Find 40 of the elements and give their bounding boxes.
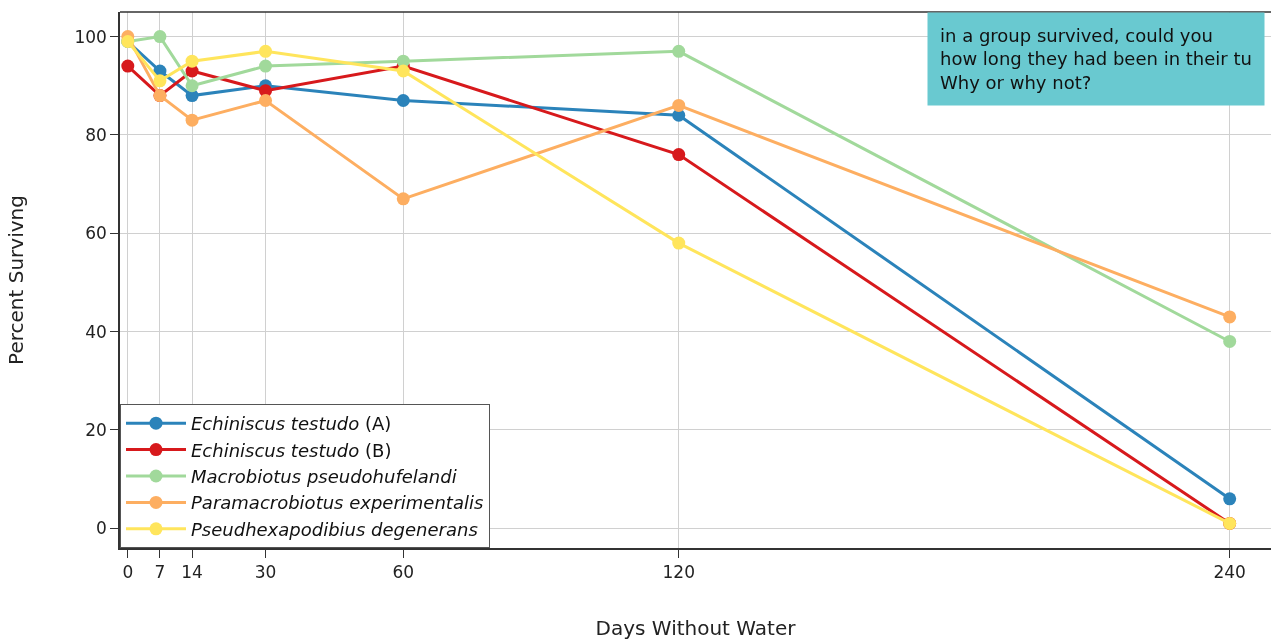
- point: [185, 79, 199, 93]
- x-tick-label: 60: [392, 562, 415, 583]
- point: [1223, 310, 1237, 324]
- legend-label: Pseudhexapodibius degenerans: [191, 518, 478, 540]
- point: [153, 30, 167, 44]
- point: [672, 236, 686, 250]
- x-tick-label: 120: [662, 562, 695, 583]
- point: [672, 98, 686, 112]
- point: [185, 113, 199, 127]
- x-tick-label: 0: [122, 562, 134, 583]
- y-tick-label: 80: [85, 124, 107, 145]
- y-axis-title: Percent Survivng: [4, 195, 29, 365]
- point: [672, 44, 686, 58]
- point: [1223, 492, 1237, 506]
- point: [672, 148, 686, 162]
- point: [396, 64, 410, 78]
- y-tick-label: 60: [85, 223, 107, 244]
- point: [185, 54, 199, 68]
- point: [153, 74, 167, 88]
- legend-label: Macrobiotus pseudohufelandi: [191, 466, 457, 488]
- legend-label: Paramacrobiotus experimentalis: [191, 492, 484, 514]
- legend-label: Echiniscus testudo (A): [191, 413, 392, 435]
- x-tick-label: 14: [181, 562, 203, 583]
- point: [1223, 334, 1237, 348]
- point: [259, 59, 273, 73]
- y-tick-label: 40: [85, 321, 107, 342]
- point: [121, 59, 135, 73]
- x-tick-label: 30: [254, 562, 277, 583]
- legend-label: Echiniscus testudo (B): [191, 439, 392, 461]
- point: [259, 44, 273, 58]
- y-tick-label: 100: [74, 26, 107, 47]
- x-tick-label: 7: [154, 562, 166, 583]
- x-tick-label: 240: [1213, 562, 1246, 583]
- point: [396, 94, 410, 107]
- y-tick-label: 0: [96, 518, 107, 539]
- x-axis-title: Days Without Water: [595, 616, 797, 641]
- point: [396, 192, 410, 206]
- annotation: in a group survived, could you how long they had been in their tu Why or why not?: [940, 25, 1252, 93]
- point: [259, 94, 273, 107]
- y-tick-label: 20: [85, 419, 107, 440]
